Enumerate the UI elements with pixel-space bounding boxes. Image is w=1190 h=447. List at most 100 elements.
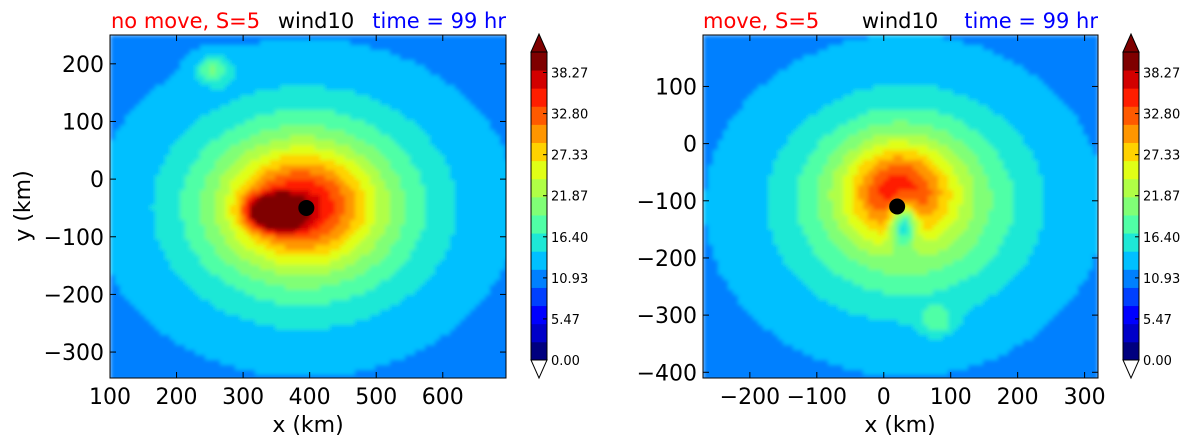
- field-cell: [425, 230, 431, 236]
- field-cell: [235, 280, 241, 286]
- field-cell: [490, 155, 496, 161]
- field-cell: [110, 130, 116, 136]
- field-cell: [200, 255, 206, 261]
- field-cell: [155, 160, 161, 166]
- field-cell: [175, 225, 181, 231]
- field-cell: [390, 75, 396, 81]
- field-cell: [390, 215, 396, 221]
- field-cell: [170, 110, 176, 116]
- field-cell: [195, 180, 201, 186]
- field-cell: [480, 65, 486, 71]
- field-cell: [130, 335, 136, 341]
- field-cell: [125, 50, 131, 56]
- field-cell: [360, 330, 366, 336]
- field-cell: [480, 200, 486, 206]
- field-cell: [135, 50, 141, 56]
- field-cell: [200, 120, 206, 126]
- field-cell: [170, 345, 176, 351]
- field-cell: [110, 165, 116, 171]
- field-cell: [185, 175, 191, 181]
- field-cell: [125, 320, 131, 326]
- field-cell: [265, 45, 271, 51]
- field-cell: [155, 320, 161, 326]
- field-cell: [405, 40, 411, 46]
- field-cell: [265, 70, 271, 76]
- field-cell: [355, 280, 361, 286]
- field-cell: [320, 105, 326, 111]
- field-cell: [130, 90, 136, 96]
- field-cell: [155, 315, 161, 321]
- field-cell: [350, 205, 356, 211]
- field-cell: [495, 75, 501, 81]
- field-cell: [325, 210, 331, 216]
- field-cell: [150, 125, 156, 131]
- field-cell: [155, 85, 161, 91]
- field-cell: [180, 310, 186, 316]
- field-cell: [360, 340, 366, 346]
- field-cell: [350, 290, 356, 296]
- field-cell: [425, 75, 431, 81]
- field-cell: [120, 335, 126, 341]
- field-cell: [500, 135, 506, 141]
- field-cell: [375, 195, 381, 201]
- field-cell: [220, 90, 226, 96]
- field-cell: [160, 170, 166, 176]
- field-cell: [400, 40, 406, 46]
- field-cell: [285, 160, 291, 166]
- field-cell: [365, 105, 371, 111]
- field-cell: [205, 50, 211, 56]
- field-cell: [340, 325, 346, 331]
- field-cell: [365, 225, 371, 231]
- field-cell: [330, 265, 336, 271]
- field-cell: [415, 80, 421, 86]
- field-cell: [130, 165, 136, 171]
- field-cell: [110, 75, 116, 81]
- field-cell: [430, 200, 436, 206]
- field-cell: [500, 195, 506, 201]
- field-cell: [170, 55, 176, 61]
- field-cell: [370, 245, 376, 251]
- field-cell: [310, 335, 316, 341]
- field-cell: [200, 45, 206, 51]
- field-cell: [365, 95, 371, 101]
- field-cell: [165, 50, 171, 56]
- field-cell: [350, 55, 356, 61]
- field-cell: [490, 220, 496, 226]
- field-cell: [415, 75, 421, 81]
- field-cell: [125, 180, 131, 186]
- field-cell: [375, 35, 381, 41]
- field-cell: [290, 70, 296, 76]
- field-cell: [130, 260, 136, 266]
- field-cell: [195, 90, 201, 96]
- field-cell: [175, 75, 181, 81]
- field-cell: [250, 225, 256, 231]
- field-cell: [320, 220, 326, 226]
- field-cell: [430, 115, 436, 121]
- field-cell: [150, 320, 156, 326]
- field-cell: [470, 70, 476, 76]
- field-cell: [180, 210, 186, 216]
- field-cell: [390, 100, 396, 106]
- field-cell: [470, 265, 476, 271]
- field-cell: [160, 145, 166, 151]
- field-cell: [115, 140, 121, 146]
- field-cell: [305, 130, 311, 136]
- field-cell: [385, 270, 391, 276]
- field-cell: [455, 335, 461, 341]
- field-cell: [405, 310, 411, 316]
- field-cell: [155, 215, 161, 221]
- field-cell: [205, 335, 211, 341]
- field-cell: [180, 40, 186, 46]
- field-cell: [320, 45, 326, 51]
- field-cell: [425, 200, 431, 206]
- field-cell: [500, 275, 506, 281]
- field-cell: [220, 65, 226, 71]
- field-cell: [410, 260, 416, 266]
- field-cell: [330, 250, 336, 256]
- field-cell: [195, 220, 201, 226]
- field-cell: [400, 120, 406, 126]
- field-cell: [225, 345, 231, 351]
- field-cell: [395, 250, 401, 256]
- field-cell: [315, 260, 321, 266]
- field-cell: [455, 55, 461, 61]
